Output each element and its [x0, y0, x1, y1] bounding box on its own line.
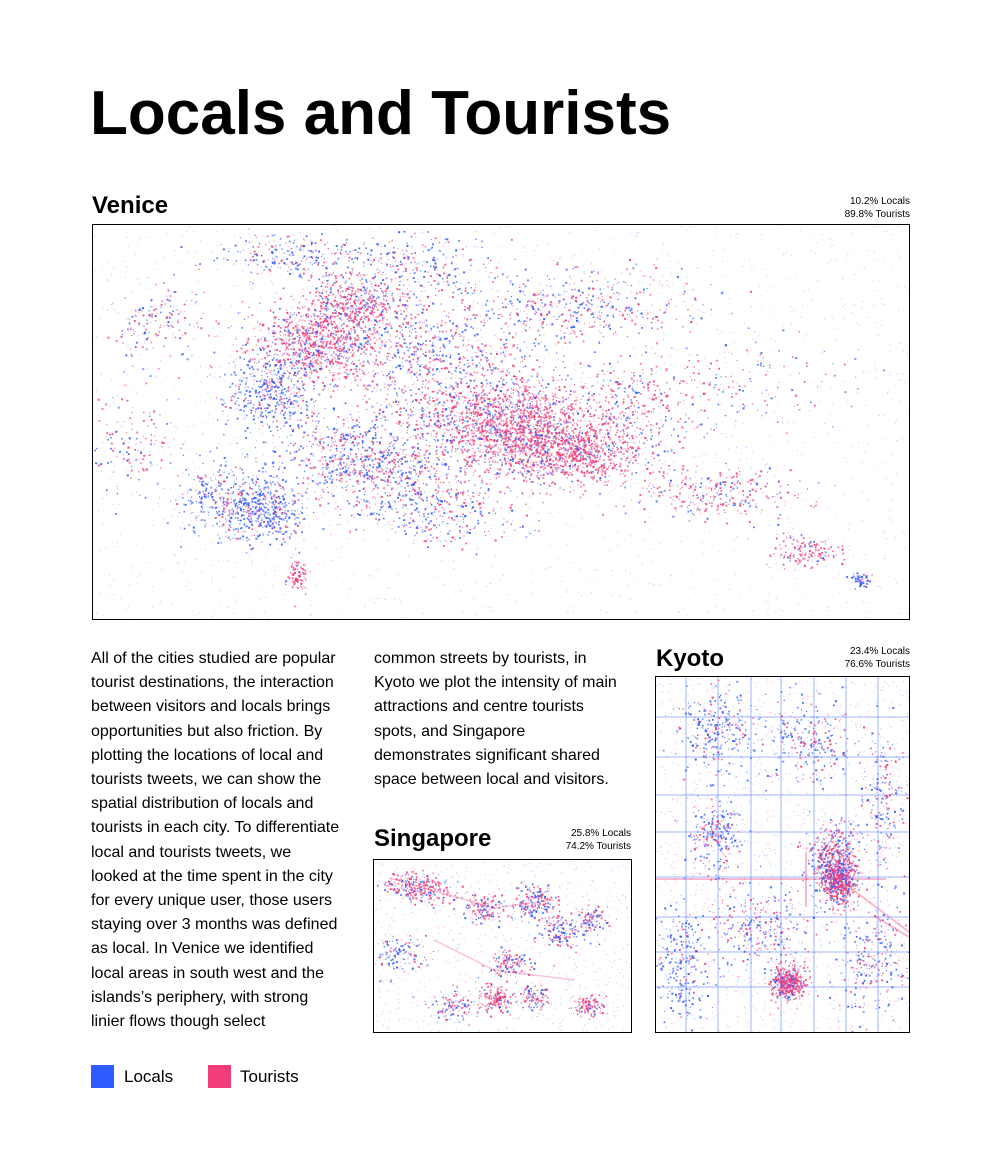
- text-line: staying over 3 months was defined: [91, 916, 338, 934]
- singapore-title: Singapore: [374, 825, 492, 852]
- text-line: for every unique user, those users: [91, 892, 333, 910]
- body-column-2: common streets by tourists, in Kyoto we p…: [374, 647, 639, 792]
- text-line: attractions and centre tourists: [374, 698, 584, 716]
- text-line: between visitors and locals brings: [91, 698, 331, 716]
- text-line: linier flows though select: [91, 1013, 266, 1031]
- kyoto-tourists-stat: 76.6% Tourists: [844, 659, 910, 670]
- page-title: Locals and Tourists: [90, 79, 672, 148]
- kyoto-stats: 23.4% Locals 76.6% Tourists: [845, 645, 910, 671]
- text-line: islands’s periphery, with strong: [91, 988, 309, 1006]
- text-line: tourist destinations, the interaction: [91, 674, 334, 692]
- text-line: spatial distribution of locals and: [91, 795, 314, 813]
- legend-locals-swatch: [91, 1065, 114, 1088]
- singapore-stats: 25.8% Locals 74.2% Tourists: [540, 827, 631, 853]
- venice-density-plot: [93, 225, 909, 619]
- kyoto-map: [655, 676, 910, 1033]
- body-column-1: All of the cities studied are popular tou…: [91, 647, 361, 1034]
- text-line: All of the cities studied are popular: [91, 650, 336, 667]
- text-line: demonstrates significant shared: [374, 746, 600, 764]
- text-line: as local. In Venice we identified: [91, 940, 314, 958]
- legend-tourists-swatch: [208, 1065, 231, 1088]
- text-line: looked at the time spent in the city: [91, 867, 333, 885]
- text-line: local areas in south west and the: [91, 964, 325, 982]
- singapore-tourists-stat: 74.2% Tourists: [565, 841, 631, 852]
- kyoto-locals-stat: 23.4% Locals: [849, 646, 910, 657]
- text-line: local and tourists tweets, we: [91, 843, 292, 861]
- singapore-locals-stat: 25.8% Locals: [570, 828, 631, 839]
- text-line: space between local and visitors.: [374, 771, 609, 789]
- text-line: plotting the locations of local and: [91, 746, 324, 764]
- text-line: tourists tweets, we can show the: [91, 771, 322, 789]
- text-line: common streets by tourists, in: [374, 650, 587, 667]
- kyoto-density-plot: [656, 677, 909, 1032]
- legend-locals-label: Locals: [124, 1067, 174, 1086]
- text-line: tourists in each city. To differentiate: [91, 819, 340, 837]
- singapore-density-plot: [374, 860, 631, 1032]
- venice-tourists-stat: 89.8% Tourists: [844, 209, 910, 220]
- text-line: spots, and Singapore: [374, 722, 526, 740]
- venice-stats: 10.2% Locals 89.8% Tourists: [845, 195, 910, 221]
- venice-map: [92, 224, 910, 620]
- text-line: Kyoto we plot the intensity of main: [374, 674, 617, 692]
- legend-tourists-label: Tourists: [240, 1067, 299, 1086]
- kyoto-title: Kyoto: [656, 645, 724, 672]
- venice-locals-stat: 10.2% Locals: [849, 196, 910, 207]
- singapore-map: [373, 859, 632, 1033]
- text-line: opportunities but also friction. By: [91, 722, 323, 740]
- venice-title: Venice: [92, 192, 169, 219]
